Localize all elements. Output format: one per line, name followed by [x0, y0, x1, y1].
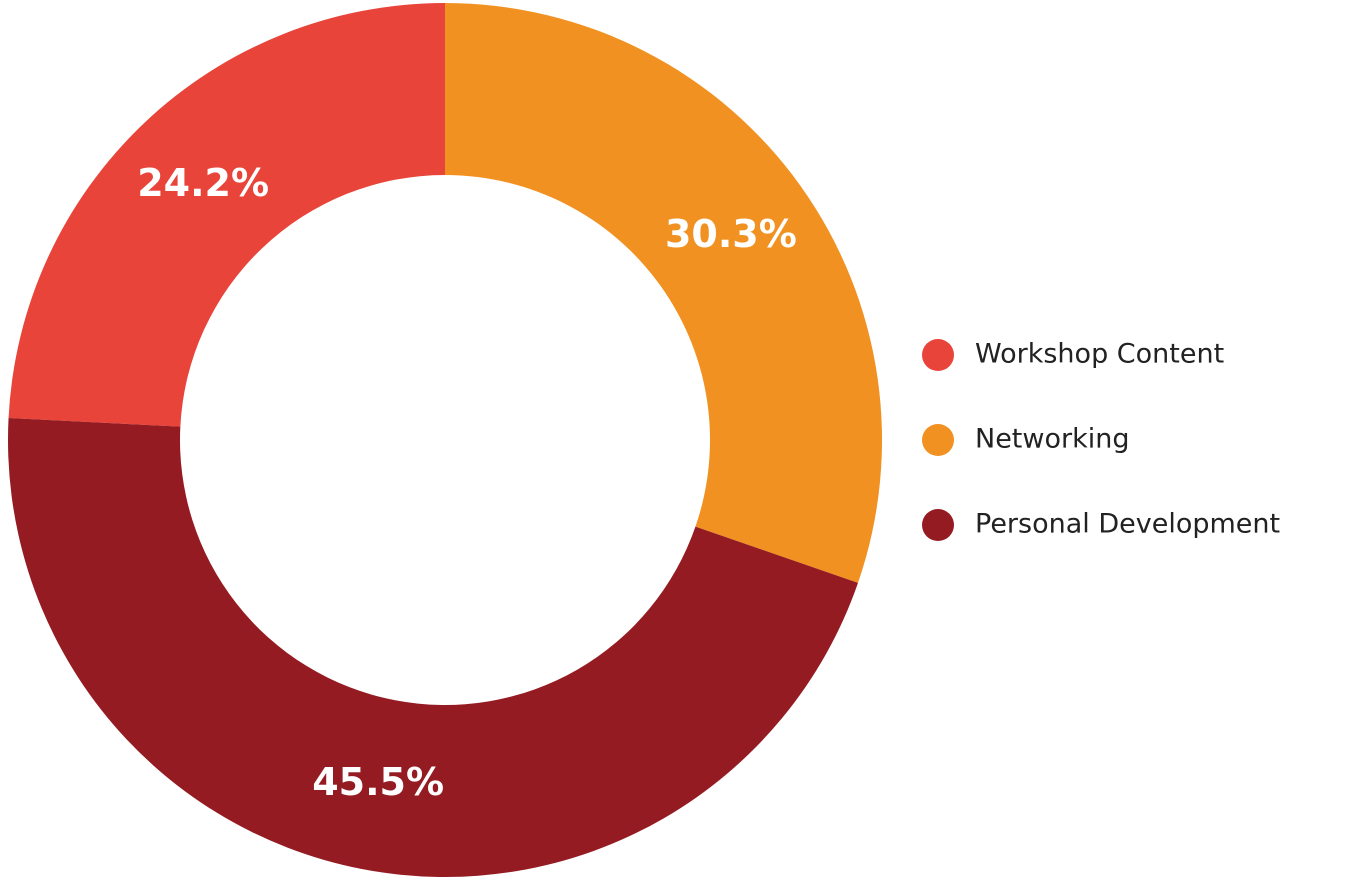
donut-slice [8, 3, 446, 427]
data-label: 30.3% [665, 212, 797, 256]
legend-label: Networking [975, 424, 1130, 455]
legend-swatch [922, 339, 954, 371]
legend-label: Workshop Content [975, 339, 1224, 370]
data-label: 45.5% [312, 760, 444, 804]
legend-label: Personal Development [975, 509, 1280, 540]
data-label: 24.2% [137, 161, 269, 205]
legend-swatch [922, 424, 954, 456]
legend-swatch [922, 509, 954, 541]
donut-slice [7, 418, 858, 877]
donut-slice [445, 3, 882, 583]
